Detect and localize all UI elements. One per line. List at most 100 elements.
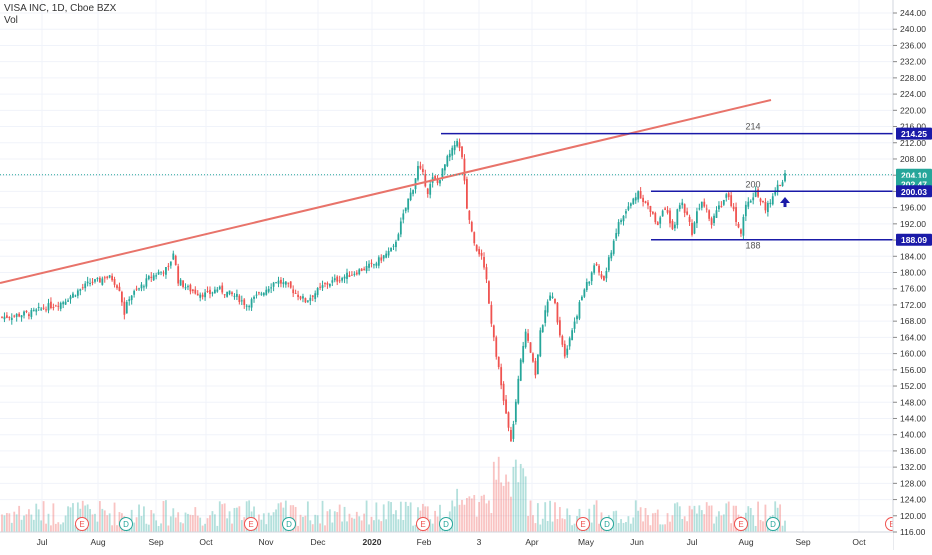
volume-bar: [216, 525, 219, 532]
price-tick-label: 180.00: [900, 268, 926, 278]
volume-bar: [544, 502, 547, 532]
volume-bar: [492, 461, 495, 532]
candle-body: [622, 215, 625, 222]
candle-body: [292, 289, 295, 294]
candle-body: [240, 300, 243, 302]
price-badge[interactable]: 200.03: [896, 185, 932, 198]
volume-bar: [57, 522, 60, 532]
volume-bar: [331, 522, 334, 532]
candle-body: [125, 302, 128, 314]
volume-bar: [500, 482, 503, 532]
candle-body: [536, 354, 539, 375]
drawings[interactable]: 214 200 188: [0, 99, 893, 284]
earnings-marker[interactable]: E: [75, 517, 89, 531]
candle-body: [402, 213, 405, 220]
candle-body: [634, 197, 637, 201]
volume-bar: [666, 513, 669, 532]
dividend-marker[interactable]: D: [282, 517, 296, 531]
candle-body: [737, 223, 740, 228]
candle-body: [368, 263, 370, 268]
time-tick-label: Dec: [310, 537, 326, 547]
candle-body: [715, 210, 718, 218]
price-badge-label: 204.10: [901, 170, 927, 180]
candle-body: [475, 244, 478, 251]
trendline[interactable]: [0, 99, 772, 284]
candle-body: [593, 265, 596, 273]
volume-bar: [639, 507, 642, 532]
price-tick-label: 124.00: [900, 495, 926, 505]
candle-body: [578, 302, 581, 319]
volume-bar: [549, 500, 551, 532]
candle-body: [544, 310, 547, 323]
earnings-marker[interactable]: E: [734, 517, 748, 531]
price-tick-label: 176.00: [900, 284, 926, 294]
volume-bar: [629, 523, 632, 532]
volume-bar: [644, 508, 647, 532]
candle-body: [106, 276, 109, 278]
candle-body: [558, 320, 561, 336]
volume-bar: [184, 512, 187, 532]
candle-body: [385, 253, 388, 258]
price-tick-label: 196.00: [900, 203, 926, 213]
time-tick-label: Sep: [795, 537, 810, 547]
event-markers[interactable]: E E E E E ED D D D D: [75, 517, 899, 531]
earnings-marker[interactable]: E: [416, 517, 430, 531]
candle-body: [370, 262, 373, 264]
symbol-title[interactable]: VISA INC, 1D, Cboe BZX: [4, 3, 117, 14]
volume-bar: [319, 523, 321, 532]
price-badge[interactable]: 214.25: [896, 127, 932, 140]
candle-body: [480, 252, 483, 256]
candle-body: [316, 288, 319, 295]
volume-bar: [451, 500, 454, 532]
volume-bar: [140, 516, 143, 532]
time-tick-label: Nov: [258, 537, 274, 547]
volume-bar: [752, 515, 755, 532]
candle-body: [172, 253, 175, 260]
volume-bar: [113, 502, 116, 532]
price-axis[interactable]: 244.00 240.00 236.00 232.00 228.00 224.00 220.…: [892, 0, 932, 550]
volume-bar: [705, 502, 708, 532]
dividend-marker[interactable]: D: [119, 517, 133, 531]
candle-body: [637, 191, 640, 200]
candle-body: [769, 202, 772, 205]
candle-body: [28, 314, 30, 317]
volume-bar: [23, 515, 25, 532]
volume-label[interactable]: Vol: [4, 15, 18, 26]
volume-bar: [480, 495, 483, 532]
volume-bar: [204, 523, 206, 532]
dividend-marker[interactable]: D: [600, 517, 614, 531]
volume-bar: [627, 516, 630, 532]
candle-body: [407, 198, 410, 210]
candle-body: [196, 293, 199, 296]
volume-bar: [764, 504, 767, 532]
volume-bar: [103, 510, 106, 532]
volume-bar: [754, 525, 757, 532]
dividend-marker[interactable]: D: [439, 517, 453, 531]
dividend-marker-label: D: [443, 520, 449, 529]
arrow-up-icon[interactable]: [780, 197, 790, 207]
candle-body: [527, 333, 529, 341]
candle-body: [556, 302, 559, 323]
candle-body: [187, 286, 189, 288]
volume-bar: [546, 520, 549, 532]
time-axis-bg: [0, 532, 893, 550]
price-badge[interactable]: 188.09: [896, 233, 932, 246]
earnings-marker[interactable]: E: [244, 517, 258, 531]
earnings-marker[interactable]: E: [576, 517, 590, 531]
volume-bar: [338, 504, 341, 532]
volume-bar: [111, 525, 114, 532]
time-axis[interactable]: Jul Aug Sep Oct Nov Dec 2020 Feb 3 Apr May Jun Jul Au…: [0, 531, 893, 550]
volume-bar: [527, 515, 529, 532]
candle-body: [490, 305, 493, 324]
candle-body: [79, 289, 82, 291]
candle-body: [250, 299, 253, 308]
volume-bar: [382, 504, 385, 532]
volume-bar: [461, 499, 463, 532]
candle-body: [458, 142, 461, 148]
candle-body: [128, 299, 131, 301]
candle-body: [228, 290, 231, 295]
dividend-marker[interactable]: D: [766, 517, 780, 531]
candle-body: [598, 265, 600, 273]
